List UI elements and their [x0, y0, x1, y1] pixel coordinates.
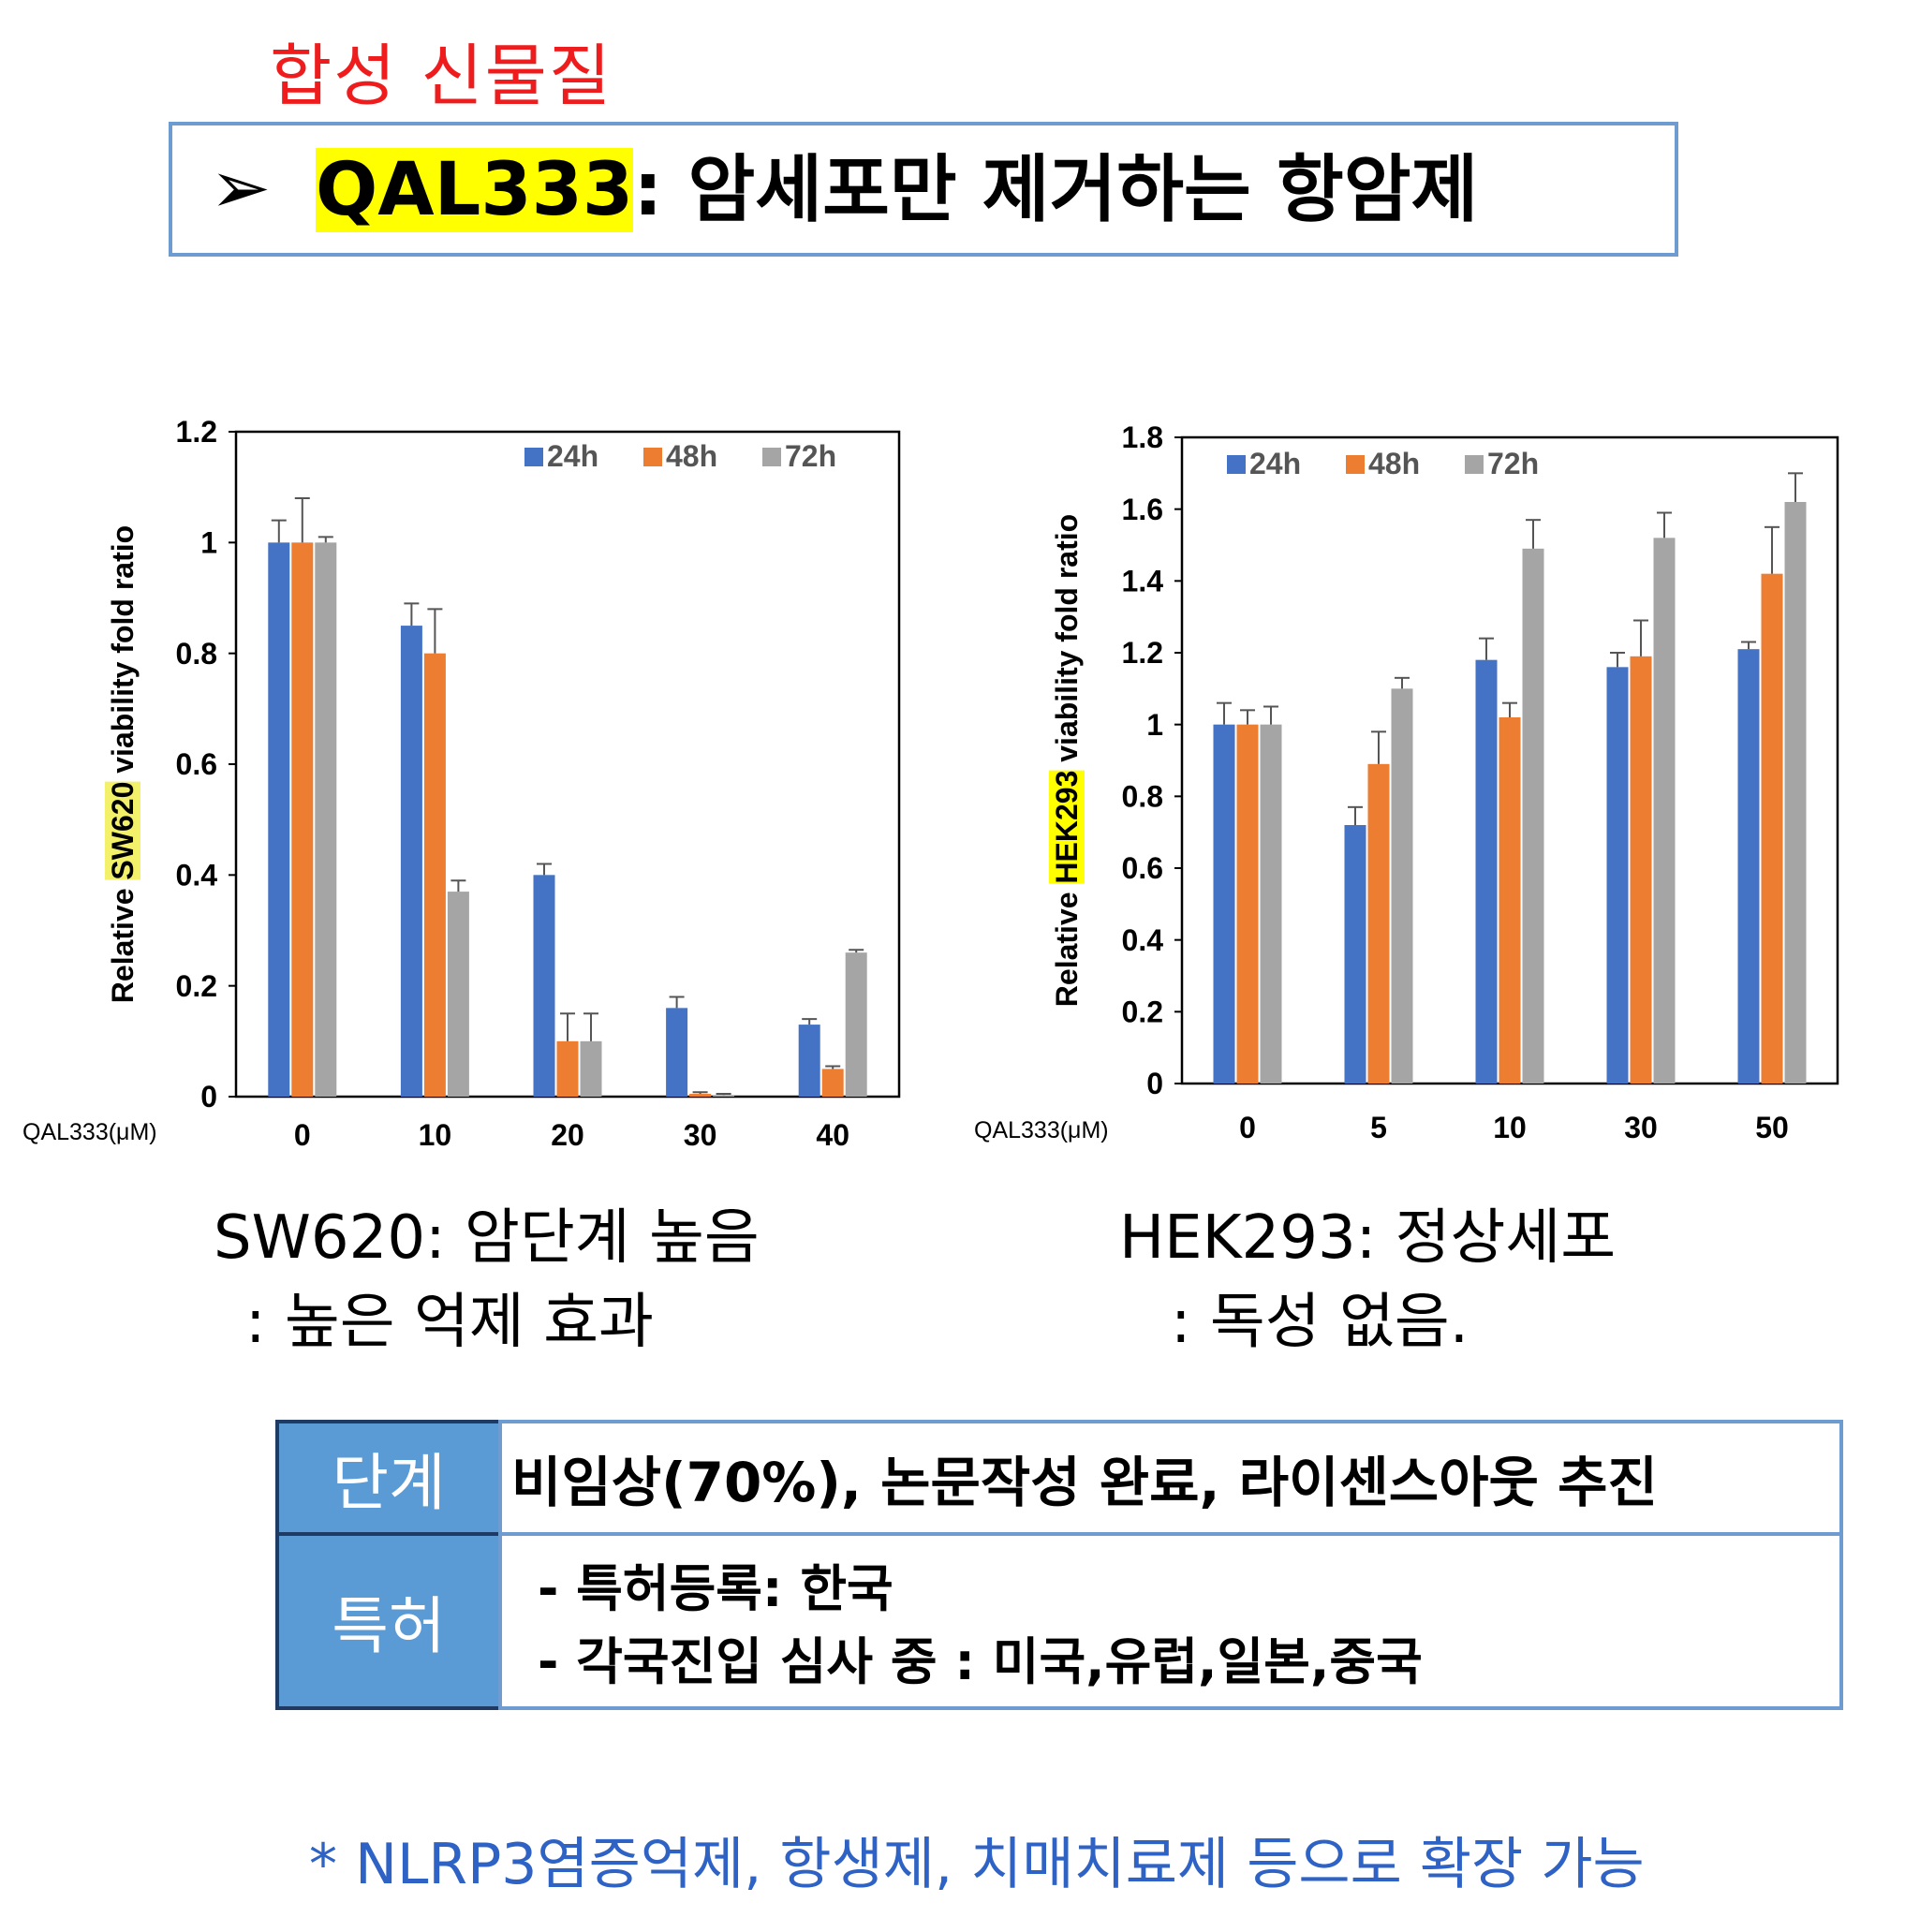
y-tick-label: 0.2 [1122, 995, 1163, 1029]
bar-24h-50 [1737, 649, 1760, 1084]
y-tick-label: 1.2 [176, 415, 217, 449]
legend-label-48h: 48h [1368, 447, 1420, 480]
sw620-caption-line2: : 높은 억제 효과 [245, 1288, 654, 1357]
bar-48h-10 [1499, 717, 1521, 1084]
arrow-bullet-icon: ➢ [210, 146, 272, 230]
x-tick-label: 10 [1493, 1111, 1527, 1144]
legend-swatch-72h [1465, 455, 1484, 474]
x-tick-label: 50 [1755, 1111, 1789, 1144]
category-label: 합성 신물질 [270, 37, 613, 115]
bar-24h-10 [400, 626, 422, 1097]
bar-72h-10 [1522, 548, 1544, 1084]
y-tick-label: 0 [1146, 1067, 1163, 1100]
y-tick-label: 1.8 [1122, 420, 1163, 454]
bar-24h-30 [1606, 667, 1629, 1084]
x-tick-label: 0 [1239, 1111, 1256, 1144]
y-tick-label: 1.6 [1122, 493, 1163, 526]
patent-line-pending: - 각국진입 심사 중 : 미국,유럽,일본,중국 [538, 1632, 1423, 1691]
sw620-viability-chart: 0 0.2 0.4 0.6 0.8 1 1.2 0 10 20 30 40 24h 48h 72h Relat… [22, 415, 901, 1152]
y-tick-label: 1.4 [1122, 565, 1164, 598]
legend-swatch-48h [1346, 455, 1365, 474]
stage-value: 비임상(70%), 논문작성 완료, 라이센스아웃 추진 [498, 1420, 1843, 1536]
y-tick-label: 0.8 [1122, 780, 1163, 814]
bar-72h-5 [1391, 688, 1413, 1084]
stage-header: 단계 [275, 1420, 502, 1536]
x-tick-label: 5 [1370, 1111, 1387, 1144]
bar-48h-30 [1630, 656, 1652, 1084]
bar-48h-20 [556, 1040, 579, 1097]
legend-label-48h: 48h [666, 439, 717, 473]
x-tick-label: 20 [551, 1118, 584, 1152]
bar-72h-0 [315, 542, 337, 1097]
y-axis-label-cell-line: SW620 [106, 782, 140, 880]
sw620-caption-line1: SW620: 암단계 높음 [214, 1203, 760, 1273]
x-axis-label: QAL333(μM) [974, 1117, 1109, 1143]
bar-24h-0 [1213, 724, 1235, 1084]
bar-72h-10 [447, 892, 469, 1097]
bar-48h-10 [423, 653, 446, 1097]
legend-swatch-24h [524, 448, 543, 466]
y-tick-label: 0.6 [176, 747, 217, 781]
y-tick-label: 0.4 [1122, 923, 1164, 957]
bar-24h-40 [798, 1025, 820, 1097]
hek293-caption-line2: : 독성 없음. [1171, 1288, 1469, 1357]
legend-label-72h: 72h [1487, 447, 1539, 480]
footnote: * NLRP3염증억제, 항생제, 치매치료제 등으로 확장 가능 [309, 1832, 1645, 1897]
bar-48h-50 [1761, 573, 1783, 1084]
bar-72h-20 [580, 1040, 602, 1097]
bar-48h-0 [291, 542, 314, 1097]
y-tick-label: 0 [200, 1080, 217, 1113]
x-tick-label: 10 [419, 1118, 452, 1152]
patent-line-registered: - 특허등록: 한국 [538, 1559, 893, 1618]
legend-label-72h: 72h [785, 439, 836, 473]
bar-72h-30 [713, 1095, 735, 1097]
x-tick-label: 30 [1624, 1111, 1658, 1144]
title-text: : 암세포만 제거하는 항암제 [633, 148, 1479, 232]
legend-label-24h: 24h [547, 439, 598, 473]
hek293-viability-chart: 0 0.2 0.4 0.6 0.8 1 1.2 1.4 1.6 1.8 0 5 10 30 50 24h 48h… [974, 420, 1839, 1144]
x-axis-label: QAL333(μM) [22, 1119, 157, 1145]
bar-48h-30 [689, 1094, 712, 1097]
legend-swatch-72h [762, 448, 781, 466]
compound-name: QAL333 [316, 148, 634, 232]
bar-24h-5 [1344, 825, 1366, 1084]
bar-48h-5 [1367, 763, 1390, 1084]
y-tick-label: 0.6 [1122, 851, 1163, 885]
bar-24h-30 [666, 1008, 688, 1097]
y-axis-label: Relative SW620 viability fold ratio [106, 525, 140, 1003]
legend-swatch-48h [643, 448, 662, 466]
y-axis-label-highlight [1049, 770, 1085, 884]
bar-48h-0 [1236, 724, 1259, 1084]
x-tick-label: 40 [816, 1118, 849, 1152]
title-box: ➢ QAL333: 암세포만 제거하는 항암제 [169, 122, 1678, 257]
bar-72h-0 [1260, 724, 1282, 1084]
patent-value: - 특허등록: 한국 - 각국진입 심사 중 : 미국,유럽,일본,중국 [498, 1532, 1843, 1710]
bar-48h-40 [821, 1069, 844, 1097]
x-tick-label: 30 [684, 1118, 717, 1152]
legend-swatch-24h [1227, 455, 1246, 474]
bar-24h-10 [1475, 659, 1498, 1084]
y-tick-label: 0.4 [176, 859, 218, 892]
bar-24h-20 [533, 875, 555, 1097]
y-tick-label: 1 [200, 526, 217, 560]
legend-label-24h: 24h [1249, 447, 1301, 480]
status-table: 단계 비임상(70%), 논문작성 완료, 라이센스아웃 추진 특허 - 특허등… [275, 1420, 1843, 1710]
y-axis-label-cell-line: HEK293 [1050, 771, 1084, 884]
hek293-caption-line1: HEK293: 정상세포 [1119, 1203, 1617, 1273]
page-title: QAL333: 암세포만 제거하는 항암제 [316, 139, 1478, 242]
y-axis-label: Relative HEK293 viability fold ratio [1050, 514, 1084, 1007]
y-tick-label: 1.2 [1122, 636, 1163, 670]
x-tick-label: 0 [294, 1118, 311, 1152]
y-tick-label: 1 [1146, 708, 1163, 742]
bar-72h-30 [1653, 538, 1676, 1084]
y-axis-label-highlight [105, 781, 140, 880]
patent-header: 특허 [275, 1532, 502, 1710]
bar-24h-0 [268, 542, 290, 1097]
y-tick-label: 0.2 [176, 969, 217, 1003]
y-tick-label: 0.8 [176, 637, 217, 671]
bar-72h-50 [1784, 502, 1807, 1084]
bar-72h-40 [845, 952, 867, 1097]
